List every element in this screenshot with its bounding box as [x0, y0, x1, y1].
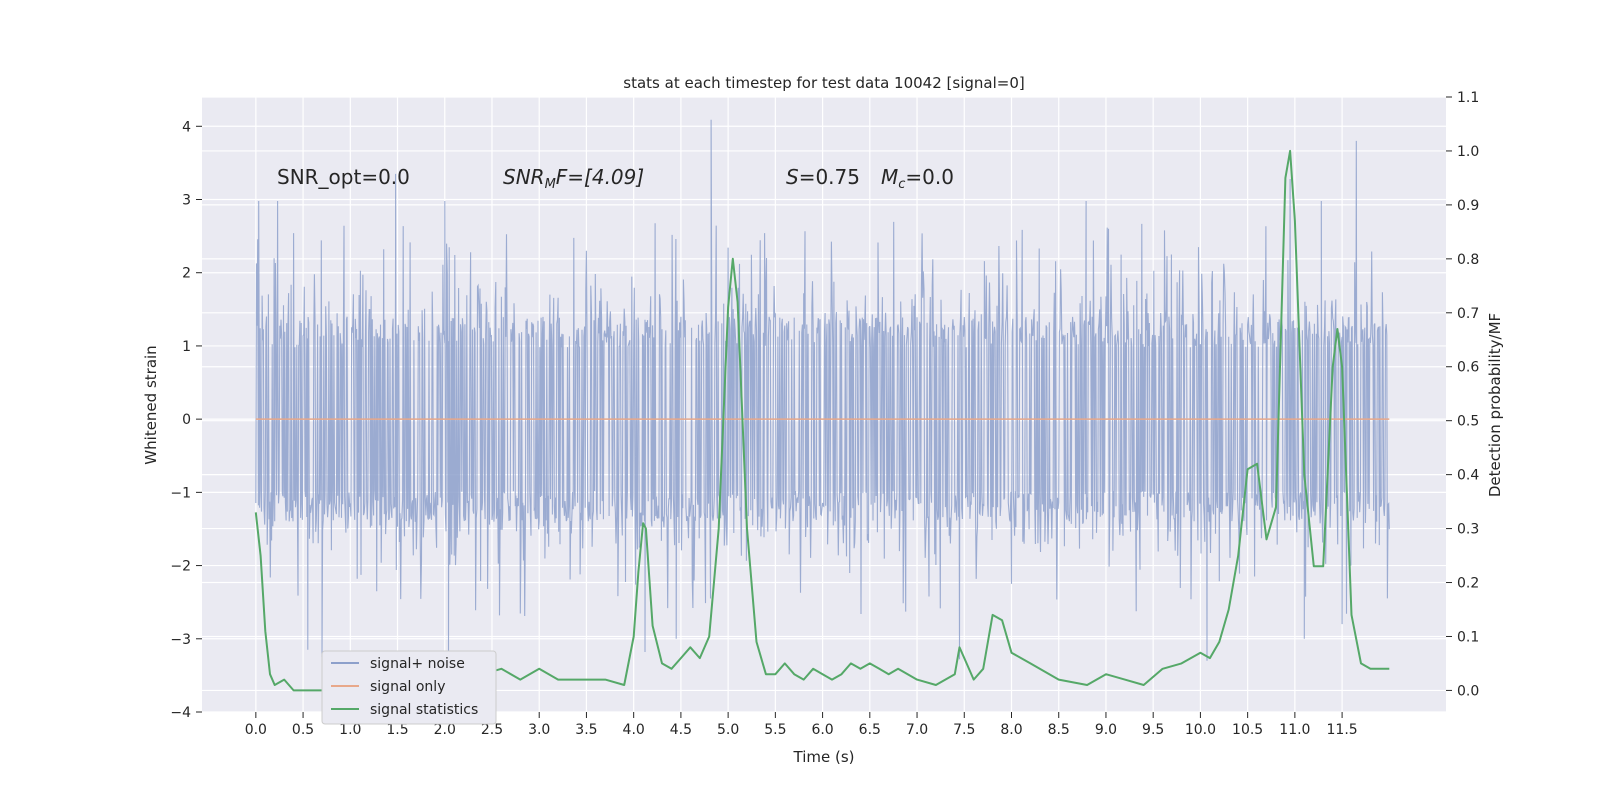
- x-tick-label: 6.0: [811, 722, 833, 738]
- y-tick-label: 1: [182, 339, 191, 355]
- x-tick-label: 6.5: [859, 722, 881, 738]
- x-tick-label: 8.5: [1048, 722, 1070, 738]
- chart-title: stats at each timestep for test data 100…: [623, 74, 1024, 92]
- y2-tick-label: 0.4: [1457, 468, 1479, 484]
- x-tick-label: 9.5: [1142, 722, 1164, 738]
- x-tick-label: 3.0: [528, 722, 550, 738]
- y2-tick-label: 0.9: [1457, 198, 1479, 214]
- x-tick-label: 9.0: [1095, 722, 1117, 738]
- signal-noise-series: [255, 119, 1390, 661]
- x-tick-label: 7.5: [953, 722, 975, 738]
- y-tick-label: 3: [182, 193, 191, 209]
- legend: signal+ noise signal only signal statist…: [321, 650, 497, 725]
- x-tick-label: 10.0: [1185, 722, 1216, 738]
- x-tick-label: 0.5: [292, 722, 314, 738]
- x-tick-label: 7.0: [906, 722, 928, 738]
- x-tick-label: 10.5: [1232, 722, 1263, 738]
- x-tick-label: 11.5: [1327, 722, 1358, 738]
- x-axis-label: Time (s): [793, 748, 855, 766]
- snr-mf-annotation: SNRMF=[4.09]: [503, 165, 644, 192]
- y-tick-label: −1: [170, 485, 191, 501]
- y-axis-label: Whitened strain: [142, 345, 160, 464]
- y2-tick-label: 0.2: [1457, 576, 1479, 592]
- snr-opt-annotation: SNR_opt=0.0: [277, 165, 410, 189]
- x-tick-label: 4.5: [670, 722, 692, 738]
- y-tick-label: −2: [170, 559, 191, 575]
- axes: 0.0 0.5 1.0 1.5 2.0 2.5 3.0 3.5 4.0 4.5 5.0 5.5 6.0 6…: [170, 90, 1479, 738]
- x-tick-label: 2.0: [434, 722, 456, 738]
- y2-tick-label: 0.1: [1457, 629, 1479, 645]
- s-annotation: S=0.75: [786, 165, 860, 189]
- y2-tick-label: 1.1: [1457, 90, 1479, 106]
- x-tick-label: 8.0: [1000, 722, 1022, 738]
- legend-label-signal-statistics: signal statistics: [370, 702, 478, 718]
- x-tick-label: 4.0: [623, 722, 645, 738]
- mc-annotation: Mc=0.0: [881, 165, 954, 192]
- y2-tick-label: 0.6: [1457, 360, 1479, 376]
- signal-noise-line: [255, 119, 1390, 661]
- x-tick-label: 2.5: [481, 722, 503, 738]
- legend-label-signal-only: signal only: [370, 679, 445, 695]
- y2-tick-label: 0.3: [1457, 522, 1479, 538]
- y-tick-label: 0: [182, 412, 191, 428]
- legend-label-signal-noise: signal+ noise: [370, 656, 465, 672]
- x-tick-label: 5.5: [764, 722, 786, 738]
- y-tick-label: −3: [170, 632, 191, 648]
- y-tick-label: 2: [182, 266, 191, 282]
- y-axis-label-right: Detection probability/MF: [1486, 313, 1504, 497]
- y2-tick-label: 0.5: [1457, 414, 1479, 430]
- x-tick-label: 1.5: [386, 722, 408, 738]
- y-tick-label: −4: [170, 705, 191, 721]
- x-tick-label: 1.0: [339, 722, 361, 738]
- y2-tick-label: 0.0: [1457, 683, 1479, 699]
- y-tick-label: 4: [182, 119, 191, 135]
- y2-tick-label: 0.7: [1457, 306, 1479, 322]
- x-tick-label: 3.5: [575, 722, 597, 738]
- y2-tick-label: 1.0: [1457, 144, 1479, 160]
- x-tick-label: 0.0: [245, 722, 267, 738]
- y2-tick-label: 0.8: [1457, 252, 1479, 268]
- legend-frame: [321, 650, 497, 725]
- x-tick-label: 11.0: [1279, 722, 1310, 738]
- x-tick-label: 5.0: [717, 722, 739, 738]
